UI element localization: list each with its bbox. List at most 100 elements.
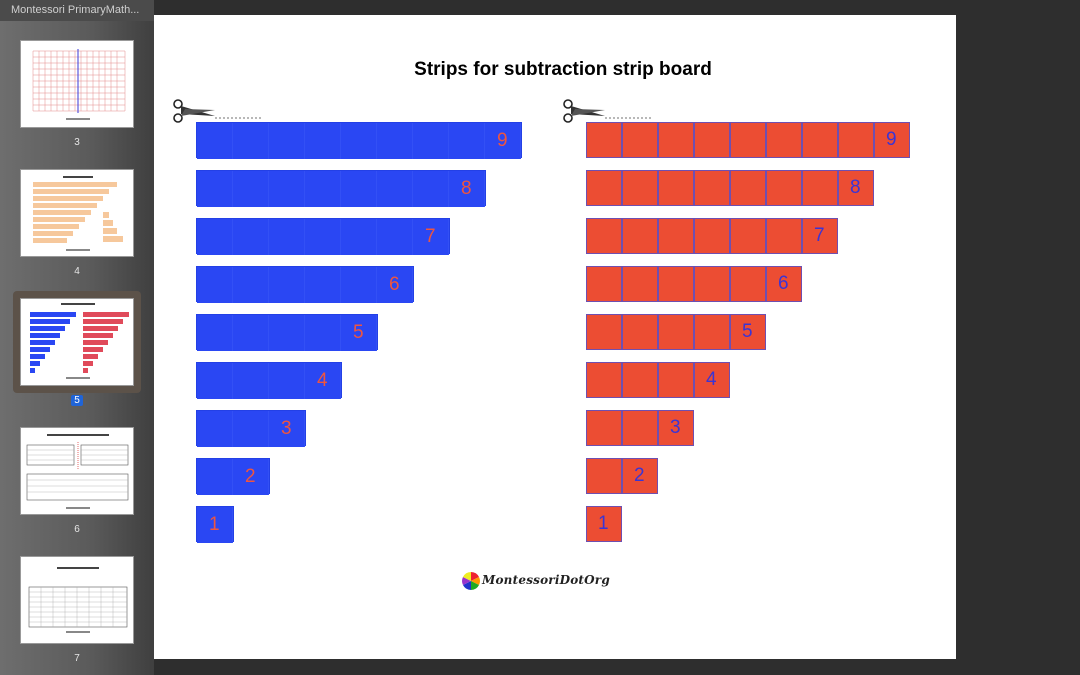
strip-number-label: 9 — [886, 129, 897, 150]
strip-cell — [341, 219, 377, 255]
slide-thumbnail-3[interactable] — [20, 40, 134, 128]
strip-cell — [838, 170, 874, 206]
strip-cell — [622, 362, 658, 398]
strip-number-label: 6 — [389, 274, 400, 295]
strip-cell — [269, 315, 305, 351]
strip-cell — [658, 410, 694, 446]
strip-cell — [730, 122, 766, 158]
thumbnail-active-preview — [30, 303, 129, 379]
thumbnail-image — [20, 298, 134, 386]
slide-thumbnail-5[interactable] — [20, 298, 134, 386]
strip-cell — [197, 507, 233, 543]
strip-cell — [694, 122, 730, 158]
thumbnail-image — [20, 40, 134, 128]
thumbnail-chart-preview — [28, 567, 128, 633]
strip-cell — [269, 171, 305, 207]
strip-cell — [658, 314, 694, 350]
strip-cell — [730, 218, 766, 254]
thumbnail-table-preview — [26, 434, 129, 509]
strip-number-label: 5 — [353, 322, 364, 343]
strip-cell — [694, 362, 730, 398]
strip-cell — [341, 171, 377, 207]
slide-number: 7 — [74, 653, 80, 664]
strip-cell — [658, 266, 694, 302]
strip-cell — [305, 123, 341, 159]
strip-cell — [197, 363, 233, 399]
strip-number-label: 2 — [245, 466, 256, 487]
strip-cell — [305, 363, 341, 399]
red-strip-9: 9 — [586, 122, 910, 158]
logo-wheel-icon — [462, 572, 480, 590]
strip-cell — [694, 170, 730, 206]
strip-cell — [485, 123, 521, 159]
red-strip-5: 5 — [586, 314, 766, 350]
scissors-icon — [563, 99, 651, 123]
strip-number-label: 9 — [497, 130, 508, 151]
blue-strip-9: 9 — [196, 122, 522, 159]
blue-strip-1: 1 — [196, 506, 234, 543]
strip-cell — [694, 218, 730, 254]
red-strip-3: 3 — [586, 410, 694, 446]
blue-strip-8: 8 — [196, 170, 486, 207]
strip-cell — [197, 123, 233, 159]
strip-cell — [233, 123, 269, 159]
strip-cell — [730, 170, 766, 206]
strip-cell — [305, 219, 341, 255]
blue-strip-7: 7 — [196, 218, 450, 255]
logo-text: MontessoriDotOrg — [482, 573, 610, 587]
blue-strip-6: 6 — [196, 266, 414, 303]
strip-cell — [413, 171, 449, 207]
strip-cell — [269, 411, 305, 447]
strip-cell — [658, 218, 694, 254]
strip-cell — [197, 459, 233, 495]
strip-cell — [233, 267, 269, 303]
strip-cell — [269, 123, 305, 159]
strip-cell — [622, 458, 658, 494]
strip-cell — [802, 122, 838, 158]
strip-cell — [377, 123, 413, 159]
thumbnail-image — [20, 556, 134, 644]
strip-number-label: 8 — [461, 178, 472, 199]
strip-number-label: 2 — [634, 465, 645, 486]
strip-cell — [449, 171, 485, 207]
strip-cell — [766, 266, 802, 302]
strip-cell — [622, 266, 658, 302]
strip-cell — [341, 123, 377, 159]
strip-cell — [586, 122, 622, 158]
slide-thumbnail-7[interactable] — [20, 556, 134, 644]
strip-cell — [377, 267, 413, 303]
slide-thumbnail-4[interactable] — [20, 169, 134, 257]
slide-number: 3 — [74, 137, 80, 148]
strip-cell — [233, 219, 269, 255]
blue-strip-2: 2 — [196, 458, 270, 495]
strip-cell — [269, 363, 305, 399]
strip-cell — [233, 459, 269, 495]
thumbnail-image — [20, 169, 134, 257]
montessori-logo: MontessoriDotOrg — [460, 571, 612, 591]
strip-cell — [377, 219, 413, 255]
strip-cell — [802, 218, 838, 254]
strip-cell — [622, 410, 658, 446]
strip-cell — [341, 267, 377, 303]
document-page: Strips for subtraction strip board 9 8 7 6 5… — [154, 15, 956, 659]
strip-cell — [766, 122, 802, 158]
strip-cell — [197, 267, 233, 303]
slide-sidebar: Montessori PrimaryMath... — [0, 0, 154, 675]
blue-strip-5: 5 — [196, 314, 378, 351]
strip-cell — [802, 170, 838, 206]
strip-cell — [449, 123, 485, 159]
strip-cell — [586, 506, 622, 542]
page-title: Strips for subtraction strip board — [414, 59, 712, 80]
strip-cell — [658, 122, 694, 158]
strip-number-label: 4 — [317, 370, 328, 391]
strip-cell — [622, 170, 658, 206]
strip-cell — [269, 267, 305, 303]
strip-cell — [305, 267, 341, 303]
strip-cell — [305, 171, 341, 207]
strip-cell — [197, 219, 233, 255]
red-strip-1: 1 — [586, 506, 622, 542]
strip-number-label: 3 — [281, 418, 292, 439]
strip-number-label: 6 — [778, 273, 789, 294]
slide-thumbnail-6[interactable] — [20, 427, 134, 515]
slide-number: 5 — [71, 395, 83, 406]
